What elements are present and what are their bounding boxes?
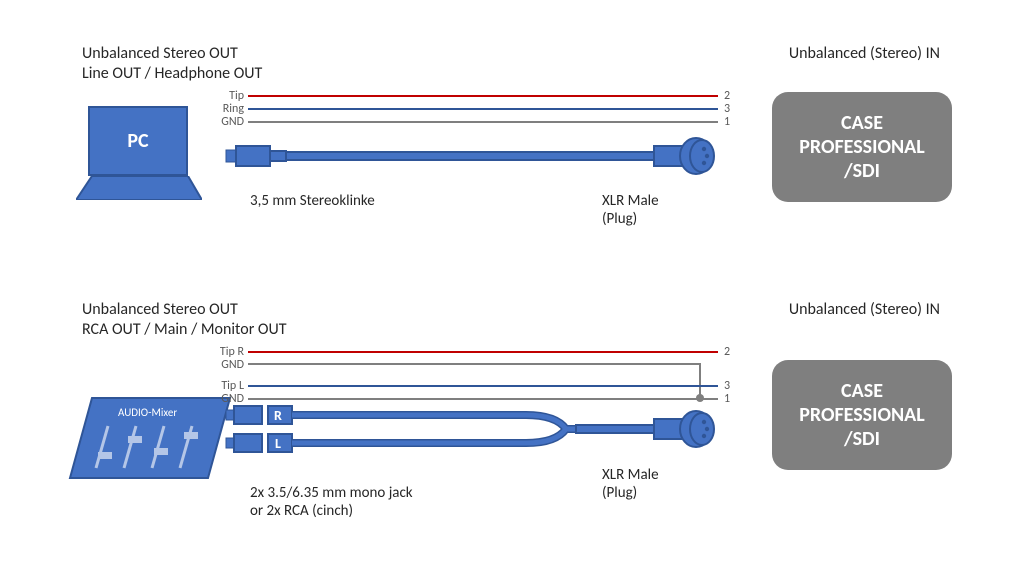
lbl-line: 2x 3.5/6.35 mm mono jack xyxy=(250,484,413,502)
wire-gnd2 xyxy=(248,398,718,400)
header-out-mixer: Unbalanced Stereo OUT RCA OUT / Main / M… xyxy=(82,300,287,340)
header-line: Unbalanced Stereo OUT xyxy=(82,300,238,319)
target-line: PROFESSIONAL xyxy=(799,403,925,427)
header-out-pc: Unbalanced Stereo OUT Line OUT / Headpho… xyxy=(82,44,262,84)
target-case-box-b: CASE PROFESSIONAL /SDI xyxy=(772,360,952,470)
label-stereoklinke: 3,5 mm Stereoklinke xyxy=(250,192,375,210)
header-line: RCA OUT / Main / Monitor OUT xyxy=(82,320,287,339)
pc-icon: PC xyxy=(82,106,202,206)
lbl-line: XLR Male xyxy=(602,192,659,210)
label-xlr-male-b: XLR Male (Plug) xyxy=(602,466,659,502)
pin-3: 3 xyxy=(724,102,730,116)
header-line: Unbalanced (Stereo) IN xyxy=(789,44,940,63)
channel-r: R xyxy=(274,407,282,424)
pc-label: PC xyxy=(127,129,148,153)
lbl-line: XLR Male xyxy=(602,466,659,484)
pin-2: 2 xyxy=(724,89,730,103)
wire-name-tipl: Tip L xyxy=(194,379,244,393)
wire-ring xyxy=(248,108,718,110)
header-line: Unbalanced (Stereo) IN xyxy=(789,300,940,319)
wire-name-ring: Ring xyxy=(194,102,244,116)
pin-2b: 2 xyxy=(724,345,730,359)
mixer-icon: AUDIO-Mixer xyxy=(70,398,230,508)
pin-3b: 3 xyxy=(724,379,730,393)
wire-name-gnd1: GND xyxy=(194,358,244,372)
header-in-top: Unbalanced (Stereo) IN xyxy=(789,44,940,63)
wire-tip xyxy=(248,95,718,97)
wire-gnd xyxy=(248,121,718,123)
target-line: PROFESSIONAL xyxy=(799,135,925,159)
lbl-line: (Plug) xyxy=(602,210,637,228)
wire-name-gnd: GND xyxy=(194,115,244,129)
lbl-line: (Plug) xyxy=(602,484,637,502)
pc-screen: PC xyxy=(88,106,188,176)
wire-name-tip: Tip xyxy=(194,89,244,103)
channel-l: L xyxy=(275,435,281,452)
cable-dual-to-xlr: R L xyxy=(226,404,736,480)
header-line: Unbalanced Stereo OUT xyxy=(82,44,238,63)
wire-gnd-merge xyxy=(248,362,726,402)
lbl-line: or 2x RCA (cinch) xyxy=(250,502,353,520)
target-line: CASE xyxy=(841,379,883,403)
wire-name-tipr: Tip R xyxy=(194,345,244,359)
header-line: Line OUT / Headphone OUT xyxy=(82,64,262,83)
target-line: /SDI xyxy=(844,159,880,183)
target-case-box: CASE PROFESSIONAL /SDI xyxy=(772,92,952,202)
target-line: /SDI xyxy=(844,427,880,451)
wire-tipr xyxy=(248,351,718,353)
pin-1: 1 xyxy=(724,115,730,129)
wire-tipl xyxy=(248,385,718,387)
target-line: CASE xyxy=(841,111,883,135)
label-xlr-male: XLR Male (Plug) xyxy=(602,192,659,228)
cable-trs-to-xlr xyxy=(226,132,736,192)
mixer-label: AUDIO-Mixer xyxy=(118,406,177,419)
label-dual-jack: 2x 3.5/6.35 mm mono jack or 2x RCA (cinc… xyxy=(250,484,413,520)
header-in-bottom: Unbalanced (Stereo) IN xyxy=(789,300,940,319)
